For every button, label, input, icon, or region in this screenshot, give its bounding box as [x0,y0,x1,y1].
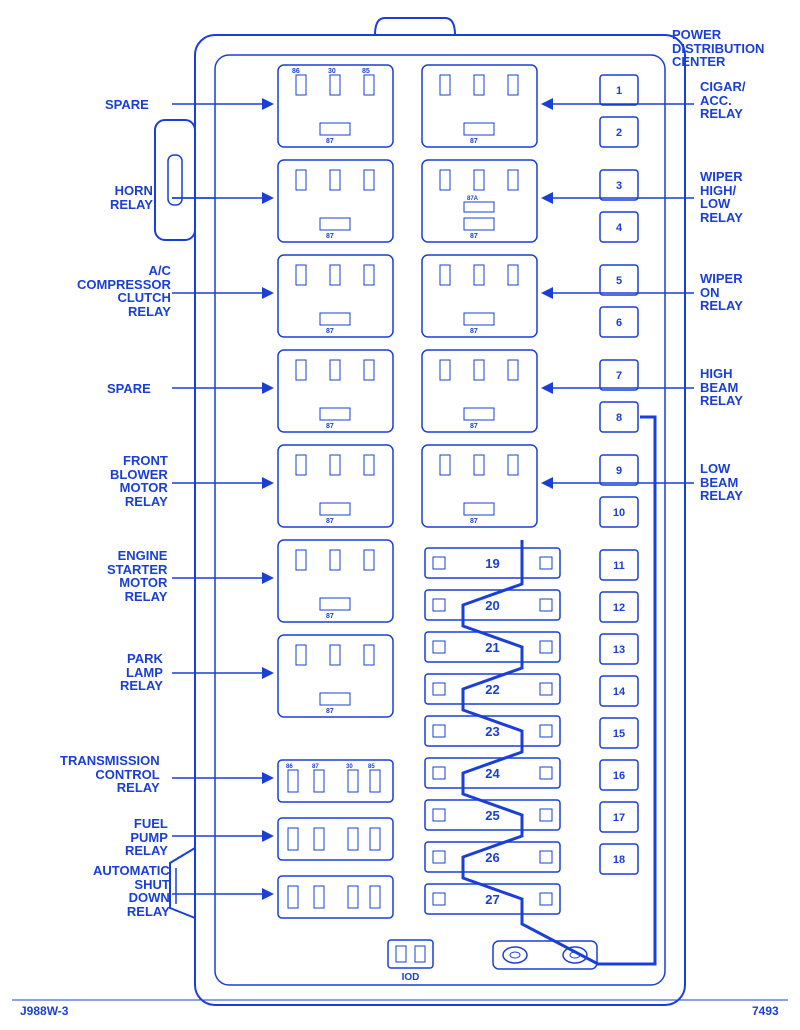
svg-text:15: 15 [613,728,625,740]
svg-text:14: 14 [613,686,626,698]
label-left: A/C COMPRESSOR CLUTCH RELAY [77,264,171,319]
label-left: PARK LAMP RELAY [120,652,163,693]
svg-text:87: 87 [326,613,334,620]
svg-text:23: 23 [485,724,499,739]
svg-text:18: 18 [613,854,625,866]
svg-text:5: 5 [616,275,622,287]
svg-text:87: 87 [326,423,334,430]
svg-text:26: 26 [485,850,499,865]
svg-text:86: 86 [292,68,300,75]
svg-text:24: 24 [485,766,500,781]
svg-text:87: 87 [326,518,334,525]
svg-text:30: 30 [328,68,336,75]
svg-text:25: 25 [485,808,499,823]
label-right: LOW BEAM RELAY [700,462,743,503]
label-left: TRANSMISSION CONTROL RELAY [60,754,160,795]
svg-text:6: 6 [616,317,622,329]
label-left: FUEL PUMP RELAY [125,817,168,858]
svg-text:10: 10 [613,507,625,519]
svg-text:22: 22 [485,682,499,697]
svg-text:87: 87 [470,423,478,430]
svg-text:4: 4 [616,222,623,234]
svg-text:87: 87 [470,518,478,525]
svg-text:9: 9 [616,465,622,477]
part-left: J988W-3 [20,1005,68,1018]
diagram-canvas: 86308587878787A8787878787878787878687308… [0,0,800,1025]
svg-text:3: 3 [616,180,622,192]
label-left: SPARE [105,98,149,112]
svg-text:87: 87 [470,138,478,145]
label-left: HORN RELAY [110,184,153,211]
svg-text:85: 85 [368,764,375,770]
svg-text:16: 16 [613,770,625,782]
svg-text:20: 20 [485,598,499,613]
svg-text:85: 85 [362,68,370,75]
svg-text:87: 87 [326,708,334,715]
svg-text:87: 87 [312,764,319,770]
svg-text:87: 87 [470,233,478,240]
svg-text:87: 87 [326,328,334,335]
label-left: ENGINE STARTER MOTOR RELAY [107,549,167,604]
label-left: SPARE [107,382,151,396]
svg-text:87: 87 [326,233,334,240]
svg-text:13: 13 [613,644,625,656]
label-right: WIPER HIGH/ LOW RELAY [700,170,743,225]
svg-text:8: 8 [616,412,622,424]
svg-text:2: 2 [616,127,622,139]
svg-text:87A: 87A [467,196,479,202]
svg-text:7: 7 [616,370,622,382]
svg-text:12: 12 [613,602,625,614]
label-left: FRONT BLOWER MOTOR RELAY [110,454,168,509]
svg-text:21: 21 [485,640,499,655]
part-right: 7493 [752,1005,779,1018]
svg-text:30: 30 [346,764,353,770]
svg-text:1: 1 [616,85,622,97]
label-right: WIPER ON RELAY [700,272,743,313]
label-right: CIGAR/ ACC. RELAY [700,80,746,121]
label-right: HIGH BEAM RELAY [700,367,743,408]
svg-text:17: 17 [613,812,625,824]
title: POWER DISTRIBUTION CENTER [672,28,764,69]
svg-text:87: 87 [470,328,478,335]
svg-text:27: 27 [485,892,499,907]
label-left: AUTOMATIC SHUT DOWN RELAY [93,864,170,919]
svg-text:19: 19 [485,556,499,571]
svg-text:87: 87 [326,138,334,145]
svg-text:11: 11 [613,560,625,572]
svg-text:86: 86 [286,764,293,770]
svg-text:IOD: IOD [402,972,420,983]
